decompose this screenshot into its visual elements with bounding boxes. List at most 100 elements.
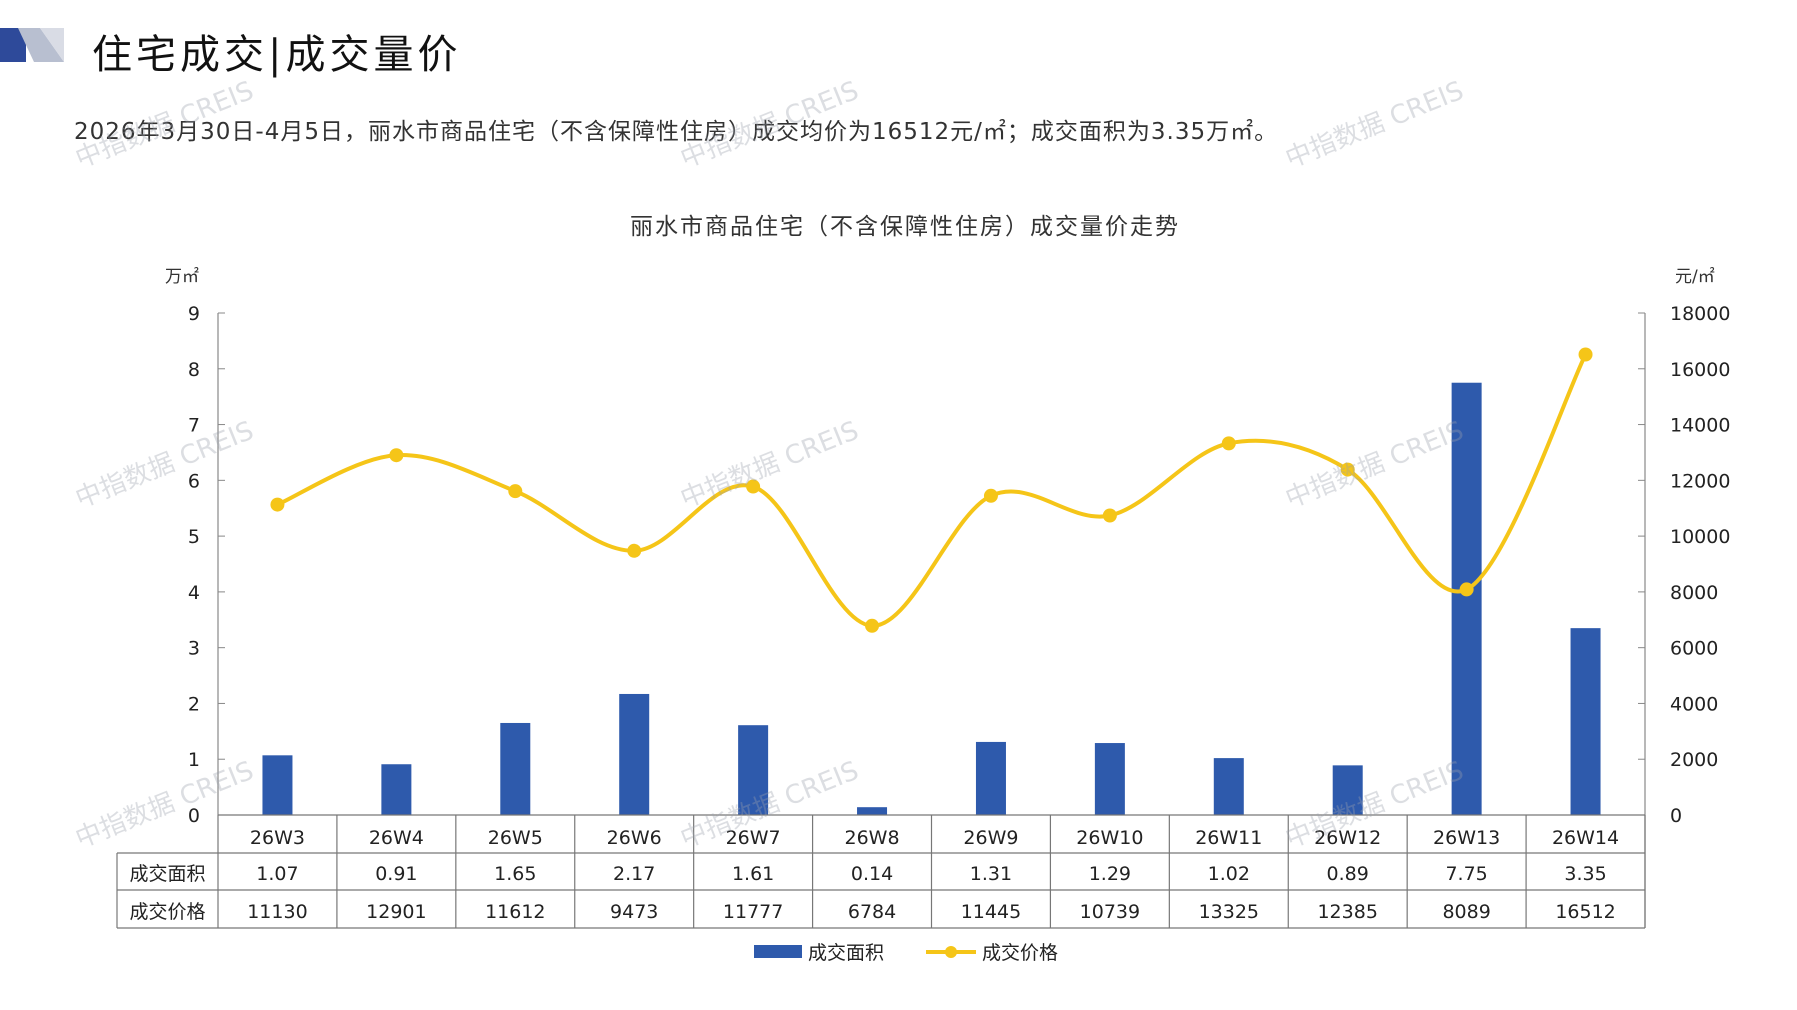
bar-26W11 [1213,758,1244,815]
price-cell: 11445 [961,901,1021,923]
legend-bar-label: 成交面积 [808,942,884,964]
price-line [276,353,1588,628]
watermark: 中指数据 CREIS [71,756,258,855]
bar-26W6 [619,693,650,815]
row-header-price: 成交价格 [129,901,205,923]
price-point-26W14 [1578,347,1593,362]
y-left-tick-label: 2 [188,693,200,715]
price-point-26W8 [865,618,880,633]
price-point-26W11 [1221,436,1236,451]
price-point-26W5 [508,484,523,499]
bar-26W7 [738,725,769,815]
price-point-26W13 [1459,582,1474,597]
y-right-tick-label: 18000 [1670,303,1730,325]
watermarks: 中指数据 CREIS 中指数据 CREIS 中指数据 CREIS 中指数据 CREIS… [71,76,1468,855]
bar-26W4 [381,764,412,815]
y-right-tick-label: 16000 [1670,359,1730,381]
price-point-26W6 [627,543,642,558]
x-tick-label: 26W5 [488,827,543,849]
price-cell: 11777 [723,901,783,923]
bar-26W10 [1094,743,1125,815]
price-point-26W12 [1340,462,1355,477]
price-cell: 8089 [1442,901,1490,923]
bar-26W5 [500,722,531,815]
x-tick-label: 26W10 [1076,827,1143,849]
x-tick-label: 26W6 [607,827,662,849]
x-tick-label: 26W12 [1314,827,1381,849]
price-cell: 11612 [485,901,545,923]
watermark: 中指数据 CREIS [1281,76,1468,175]
y-left-tick-label: 4 [188,582,200,604]
x-tick-label: 26W8 [845,827,900,849]
x-tick-label: 26W7 [726,827,781,849]
legend-line-label: 成交价格 [982,942,1058,964]
price-point-26W10 [1102,508,1117,523]
price-cell: 9473 [610,901,658,923]
legend-bar-swatch [754,945,802,958]
legend [754,945,976,958]
price-point-26W4 [389,448,404,463]
x-tick-label: 26W3 [250,827,305,849]
area-cell: 0.91 [375,863,417,885]
area-cell: 1.31 [970,863,1012,885]
y-left-tick-label: 1 [188,749,200,771]
bar-26W14 [1570,628,1601,815]
y-left-tick-label: 9 [188,303,200,325]
price-point-26W3 [270,497,285,512]
y-right-tick-label: 6000 [1670,638,1718,660]
area-cell: 0.14 [851,863,893,885]
page-title: 住宅成交|成交量价 [92,32,462,78]
summary-text: 2026年3月30日-4月5日，丽水市商品住宅（不含保障性住房）成交均价为165… [74,119,1279,145]
row-header-area: 成交面积 [129,863,205,885]
bar-26W12 [1332,765,1363,815]
data-table [116,814,1646,929]
price-point-26W7 [746,479,761,494]
y-left-unit: 万㎡ [165,267,199,287]
bar-26W3 [262,755,293,815]
y-right-tick-label: 0 [1670,805,1682,827]
x-tick-label: 26W13 [1433,827,1500,849]
x-tick-label: 26W9 [963,827,1018,849]
price-point-26W9 [983,488,998,503]
price-cell: 11130 [247,901,307,923]
y-right-tick-label: 2000 [1670,749,1718,771]
y-right-tick-label: 10000 [1670,526,1730,548]
y-right-tick-label: 4000 [1670,693,1718,715]
area-cell: 0.89 [1327,863,1369,885]
area-cell: 2.17 [613,863,655,885]
watermark: 中指数据 CREIS [676,76,863,175]
chart-title: 丽水市商品住宅（不含保障性住房）成交量价走势 [630,214,1180,240]
watermark: 中指数据 CREIS [71,76,258,175]
logo-mark [0,28,64,62]
price-cell: 10739 [1080,901,1140,923]
x-tick-label: 26W4 [369,827,424,849]
area-cell: 1.65 [494,863,536,885]
y-right-tick-label: 14000 [1670,415,1730,437]
price-cell: 13325 [1199,901,1259,923]
y-left-tick-label: 7 [188,415,200,437]
area-cell: 1.61 [732,863,774,885]
y-left-tick-label: 5 [188,526,200,548]
x-tick-label: 26W11 [1195,827,1262,849]
legend-line-marker [945,946,957,958]
price-cell: 12385 [1317,901,1377,923]
bar-26W13 [1451,382,1482,815]
bar-26W8 [857,807,888,815]
y-left-tick-label: 6 [188,470,200,492]
y-right-tick-label: 12000 [1670,470,1730,492]
price-cell: 6784 [848,901,896,923]
y-right-unit: 元/㎡ [1675,267,1715,287]
y-right-tick-label: 8000 [1670,582,1718,604]
x-tick-label: 26W14 [1552,827,1619,849]
area-cell: 1.07 [256,863,298,885]
area-cell: 1.02 [1208,863,1250,885]
area-cell: 3.35 [1564,863,1606,885]
area-cell: 1.29 [1089,863,1131,885]
watermark: 中指数据 CREIS [71,416,258,515]
price-cell: 16512 [1555,901,1615,923]
y-left-tick-label: 3 [188,638,200,660]
bar-26W9 [975,741,1006,815]
y-left-tick-label: 8 [188,359,200,381]
y-left-tick-label: 0 [188,805,200,827]
